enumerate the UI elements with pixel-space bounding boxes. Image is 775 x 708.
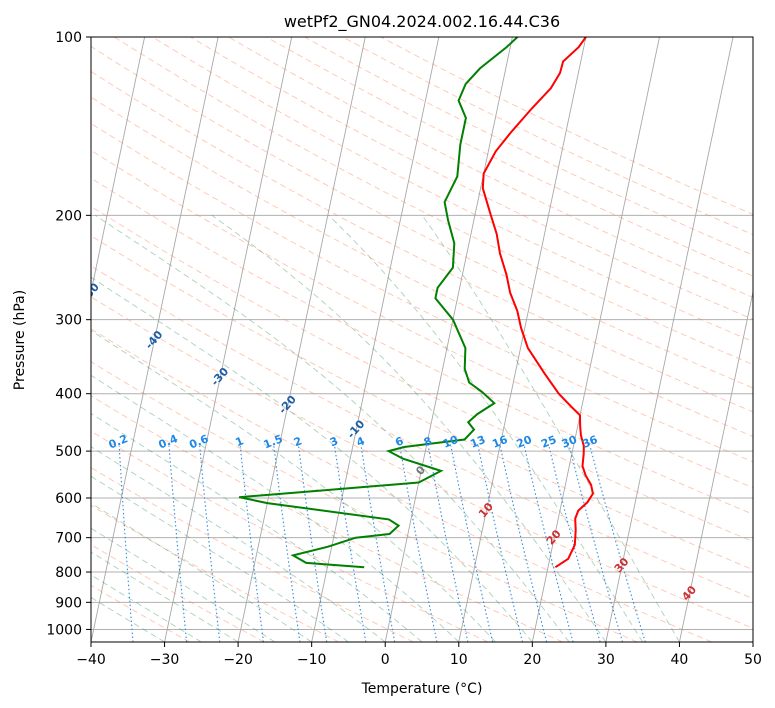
y-tick-label: 400 <box>55 387 82 403</box>
mixing-ratio-line <box>450 445 494 642</box>
dry-adiabat-line <box>91 96 753 438</box>
y-tick-label: 100 <box>55 30 82 46</box>
dry-adiabat-line <box>91 361 638 642</box>
mixing-ratio-label: 10 <box>441 433 460 451</box>
mixing-ratio-line <box>297 445 328 642</box>
isotherm-line <box>679 289 753 642</box>
mixing-ratio-line <box>477 445 524 642</box>
isotherm-line <box>91 37 219 642</box>
mixing-ratio-line <box>399 445 438 642</box>
dry-adiabat-line <box>91 45 753 389</box>
y-tick-label: 800 <box>55 565 82 581</box>
moist-adiabat-line <box>91 276 533 642</box>
y-tick-label: 500 <box>55 444 82 460</box>
x-tick-label: 0 <box>381 652 390 668</box>
chart-title: wetPf2_GN04.2024.002.16.44.C36 <box>284 12 560 32</box>
isotherm-line <box>164 37 293 642</box>
x-axis-label: Temperature (°C) <box>361 681 483 697</box>
x-tick-label: −20 <box>223 652 253 668</box>
x-tick-label: 20 <box>523 652 541 668</box>
dry-adiabat-line <box>91 123 753 463</box>
dry-adiabat-line <box>91 504 340 642</box>
isotherm-line <box>91 37 146 295</box>
dry-adiabat-line <box>114 37 753 366</box>
dry-adiabat-line <box>228 37 753 298</box>
mixing-ratio-line <box>499 445 548 642</box>
mixing-ratio-line <box>334 445 367 642</box>
mixing-ratio-label: 8 <box>422 434 434 449</box>
x-tick-label: 10 <box>450 652 468 668</box>
moist-adiabat-line <box>91 412 423 642</box>
isotherm-line <box>311 37 440 642</box>
mixing-ratio-label: 20 <box>515 433 534 451</box>
mixing-ratio-line <box>427 445 469 642</box>
plot-area <box>91 37 753 642</box>
temperature-profile-line <box>481 37 594 569</box>
moist-adiabat-line <box>421 215 680 642</box>
moist-adiabat-line <box>91 502 312 642</box>
x-tick-label: −10 <box>297 652 327 668</box>
moist-adiabat-line <box>91 574 202 642</box>
mixing-ratio-line <box>273 445 301 642</box>
dry-adiabat-line <box>91 296 753 629</box>
mixing-ratio-label: 13 <box>468 433 487 451</box>
isotherm-label: -50 <box>79 280 102 304</box>
mixing-ratio-line <box>118 445 134 642</box>
mixing-ratio-line <box>168 445 188 642</box>
moist-adiabat-line <box>328 214 644 642</box>
moist-adiabat-line <box>91 551 239 642</box>
isotherm-line <box>237 37 366 642</box>
isotherm-line <box>531 37 660 642</box>
mixing-ratio-line <box>199 445 221 642</box>
x-tick-label: −30 <box>150 652 180 668</box>
mixing-ratio-label: 25 <box>539 433 558 451</box>
y-tick-label: 900 <box>55 595 82 611</box>
y-tick-label: 200 <box>55 208 82 224</box>
dry-adiabat-line <box>91 177 753 515</box>
dry-adiabat-line <box>91 584 190 642</box>
y-tick-label: 700 <box>55 531 82 547</box>
dry-adiabat-line <box>91 395 563 642</box>
moist-adiabat-line <box>91 330 496 642</box>
mixing-ratio-label: 1 <box>233 434 245 449</box>
mixing-ratio-label: 3 <box>328 434 340 449</box>
mixing-ratio-line <box>589 445 646 642</box>
mixing-ratio-label: 30 <box>560 433 579 451</box>
x-tick-label: 50 <box>744 652 762 668</box>
dewpoint-profile-line <box>238 37 519 569</box>
dry-adiabat-line <box>91 205 753 543</box>
mixing-ratio-line <box>548 445 601 642</box>
moist-adiabat-line <box>211 214 607 642</box>
mixing-ratio-label: 16 <box>490 433 509 451</box>
mixing-ratio-line <box>523 445 574 642</box>
x-tick-label: 40 <box>671 652 689 668</box>
mixing-ratio-line <box>239 445 265 642</box>
dry-adiabat-line <box>91 235 753 571</box>
x-tick-label: −40 <box>76 652 106 668</box>
mixing-ratio-label: 36 <box>580 433 599 451</box>
plot-frame <box>90 36 754 643</box>
isotherm-line <box>458 37 587 642</box>
y-tick-label: 1000 <box>46 622 82 638</box>
y-tick-label: 600 <box>55 491 82 507</box>
mixing-ratio-line <box>360 445 396 642</box>
y-axis-label: Pressure (hPa) <box>12 290 28 390</box>
mixing-ratio-line <box>568 445 624 642</box>
isotherm-line <box>384 37 513 642</box>
dry-adiabat-line <box>91 265 753 600</box>
x-tick-label: 30 <box>597 652 615 668</box>
isotherm-line <box>605 37 734 642</box>
moist-adiabat-line <box>91 374 460 642</box>
y-tick-label: 300 <box>55 313 82 329</box>
moist-adiabat-line <box>91 596 165 642</box>
axes: −40 −30 −20 −10 0 10 20 30 40 50 100 200 300 400 500 60… <box>46 30 762 668</box>
moist-adiabat-line <box>91 446 386 642</box>
moist-adiabat-line <box>94 214 570 642</box>
moist-adiabat-line <box>91 475 349 642</box>
moist-adiabat-line <box>91 527 276 642</box>
mixing-ratio-label: 2 <box>292 434 304 449</box>
dry-adiabat-line <box>91 467 414 642</box>
